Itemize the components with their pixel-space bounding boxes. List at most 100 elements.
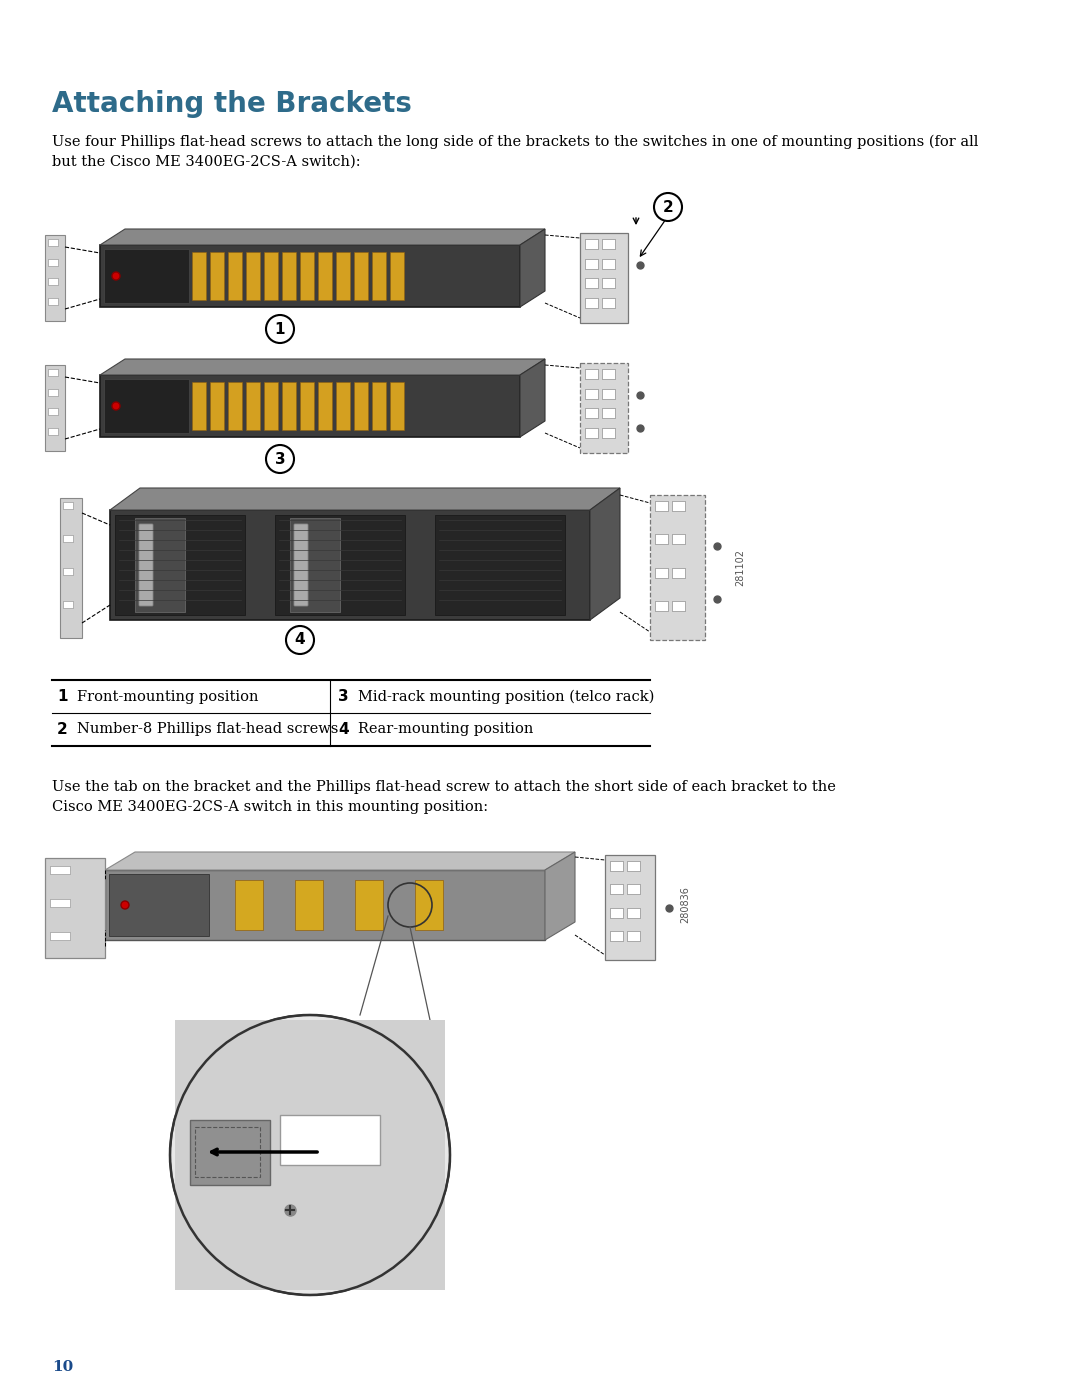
FancyBboxPatch shape <box>585 298 598 307</box>
FancyBboxPatch shape <box>336 381 350 430</box>
FancyBboxPatch shape <box>104 379 189 433</box>
FancyBboxPatch shape <box>50 932 70 940</box>
FancyBboxPatch shape <box>246 381 260 430</box>
Text: 281102: 281102 <box>735 549 745 585</box>
FancyBboxPatch shape <box>109 875 210 936</box>
FancyBboxPatch shape <box>654 567 669 577</box>
FancyBboxPatch shape <box>110 510 590 620</box>
FancyBboxPatch shape <box>275 515 405 615</box>
Text: 280836: 280836 <box>680 887 690 923</box>
FancyBboxPatch shape <box>114 515 245 615</box>
FancyBboxPatch shape <box>48 298 58 305</box>
FancyBboxPatch shape <box>104 249 189 303</box>
Circle shape <box>266 314 294 344</box>
FancyBboxPatch shape <box>228 251 242 300</box>
FancyBboxPatch shape <box>602 369 615 379</box>
Polygon shape <box>100 359 545 374</box>
FancyBboxPatch shape <box>602 239 615 249</box>
Text: Mid-rack mounting position (telco rack): Mid-rack mounting position (telco rack) <box>357 689 654 704</box>
FancyBboxPatch shape <box>100 374 519 437</box>
FancyBboxPatch shape <box>300 251 314 300</box>
FancyBboxPatch shape <box>282 251 296 300</box>
FancyBboxPatch shape <box>627 930 640 940</box>
FancyBboxPatch shape <box>295 880 323 930</box>
FancyBboxPatch shape <box>602 427 615 437</box>
FancyBboxPatch shape <box>318 381 332 430</box>
FancyBboxPatch shape <box>627 861 640 870</box>
Circle shape <box>121 901 129 909</box>
FancyBboxPatch shape <box>585 258 598 268</box>
FancyBboxPatch shape <box>48 408 58 415</box>
Text: 1: 1 <box>57 689 67 704</box>
Text: Number-8 Phillips flat-head screws: Number-8 Phillips flat-head screws <box>77 722 338 736</box>
FancyBboxPatch shape <box>654 601 669 610</box>
FancyBboxPatch shape <box>672 601 685 610</box>
Text: 4: 4 <box>338 722 349 738</box>
FancyBboxPatch shape <box>210 381 224 430</box>
Text: Rear-mounting position: Rear-mounting position <box>357 722 534 736</box>
FancyBboxPatch shape <box>415 880 443 930</box>
FancyBboxPatch shape <box>654 534 669 545</box>
Text: 4: 4 <box>295 633 306 647</box>
Polygon shape <box>590 488 620 620</box>
FancyBboxPatch shape <box>48 278 58 285</box>
FancyBboxPatch shape <box>627 908 640 918</box>
FancyBboxPatch shape <box>372 251 386 300</box>
FancyBboxPatch shape <box>235 880 264 930</box>
FancyBboxPatch shape <box>372 381 386 430</box>
FancyBboxPatch shape <box>672 567 685 577</box>
Polygon shape <box>545 852 575 940</box>
FancyBboxPatch shape <box>50 900 70 907</box>
FancyBboxPatch shape <box>354 381 368 430</box>
FancyBboxPatch shape <box>672 534 685 545</box>
FancyBboxPatch shape <box>605 855 654 960</box>
FancyBboxPatch shape <box>602 388 615 398</box>
FancyBboxPatch shape <box>63 601 73 608</box>
FancyBboxPatch shape <box>602 408 615 418</box>
FancyBboxPatch shape <box>48 369 58 376</box>
FancyBboxPatch shape <box>63 569 73 576</box>
FancyBboxPatch shape <box>650 495 705 640</box>
Circle shape <box>170 1016 450 1295</box>
FancyBboxPatch shape <box>48 258 58 265</box>
FancyBboxPatch shape <box>190 1120 270 1185</box>
FancyBboxPatch shape <box>318 251 332 300</box>
FancyBboxPatch shape <box>45 858 105 958</box>
FancyBboxPatch shape <box>585 408 598 418</box>
FancyBboxPatch shape <box>192 381 206 430</box>
FancyBboxPatch shape <box>672 502 685 511</box>
FancyBboxPatch shape <box>336 251 350 300</box>
FancyBboxPatch shape <box>390 251 404 300</box>
FancyBboxPatch shape <box>654 502 669 511</box>
FancyBboxPatch shape <box>291 518 340 612</box>
FancyBboxPatch shape <box>627 884 640 894</box>
FancyBboxPatch shape <box>585 369 598 379</box>
FancyBboxPatch shape <box>45 365 65 451</box>
Text: Front-mounting position: Front-mounting position <box>77 690 258 704</box>
Polygon shape <box>100 229 545 244</box>
FancyBboxPatch shape <box>610 908 623 918</box>
FancyBboxPatch shape <box>435 515 565 615</box>
Text: Use the tab on the bracket and the Phillips flat-head screw to attach the short : Use the tab on the bracket and the Phill… <box>52 780 836 813</box>
FancyBboxPatch shape <box>50 866 70 875</box>
FancyBboxPatch shape <box>63 535 73 542</box>
FancyBboxPatch shape <box>610 861 623 870</box>
FancyBboxPatch shape <box>280 1115 380 1165</box>
FancyBboxPatch shape <box>602 278 615 288</box>
FancyBboxPatch shape <box>610 884 623 894</box>
FancyBboxPatch shape <box>585 388 598 398</box>
FancyBboxPatch shape <box>175 1020 445 1289</box>
FancyBboxPatch shape <box>580 363 627 453</box>
FancyBboxPatch shape <box>610 930 623 940</box>
Polygon shape <box>110 488 620 510</box>
FancyBboxPatch shape <box>585 278 598 288</box>
FancyBboxPatch shape <box>300 381 314 430</box>
Polygon shape <box>105 852 575 870</box>
FancyBboxPatch shape <box>282 381 296 430</box>
FancyBboxPatch shape <box>580 233 627 323</box>
FancyBboxPatch shape <box>48 427 58 434</box>
FancyBboxPatch shape <box>355 880 383 930</box>
Circle shape <box>654 193 681 221</box>
Text: Use four Phillips flat-head screws to attach the long side of the brackets to th: Use four Phillips flat-head screws to at… <box>52 136 978 169</box>
FancyBboxPatch shape <box>390 381 404 430</box>
